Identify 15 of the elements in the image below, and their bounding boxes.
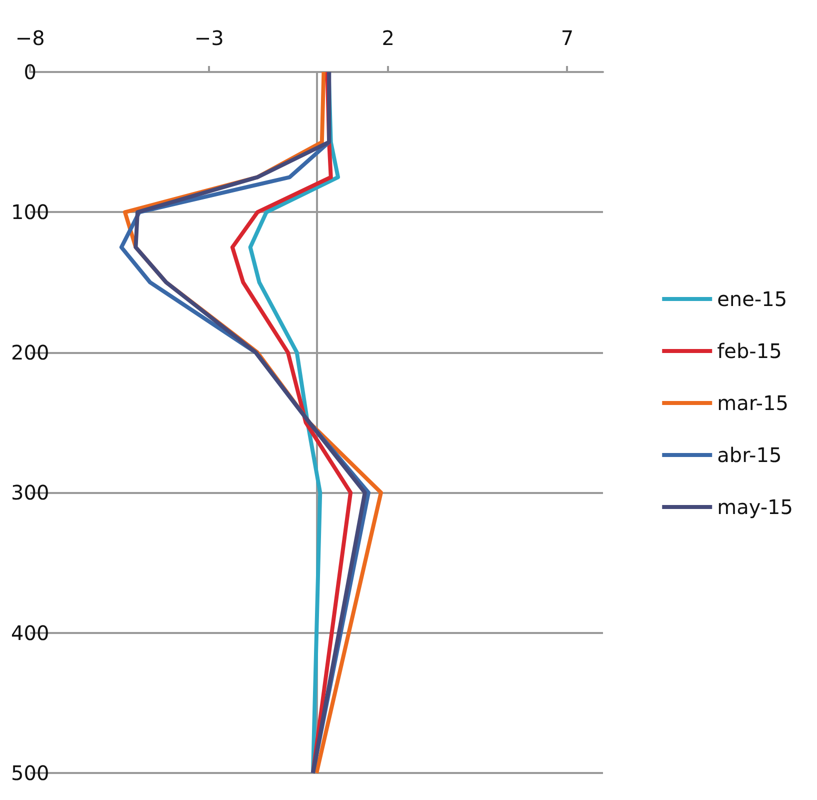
y-tick-label: 300 — [10, 480, 50, 505]
x-tick-label: 2 — [382, 26, 395, 50]
legend-label: may-15 — [717, 495, 793, 519]
legend-label: abr-15 — [717, 443, 782, 467]
legend-label: feb-15 — [717, 339, 782, 363]
legend-label: ene-15 — [717, 287, 788, 311]
y-tick-label: 200 — [10, 340, 50, 364]
y-tick-label: 0 — [24, 60, 36, 84]
y-tick-label: 100 — [10, 200, 50, 224]
x-tick-label: 7 — [560, 26, 574, 50]
x-tick-label: −8 — [15, 26, 45, 50]
y-tick-label: 400 — [10, 620, 50, 645]
y-tick-label: 500 — [10, 761, 50, 785]
x-tick-label: −3 — [194, 26, 224, 50]
legend-label: mar-15 — [717, 391, 788, 415]
